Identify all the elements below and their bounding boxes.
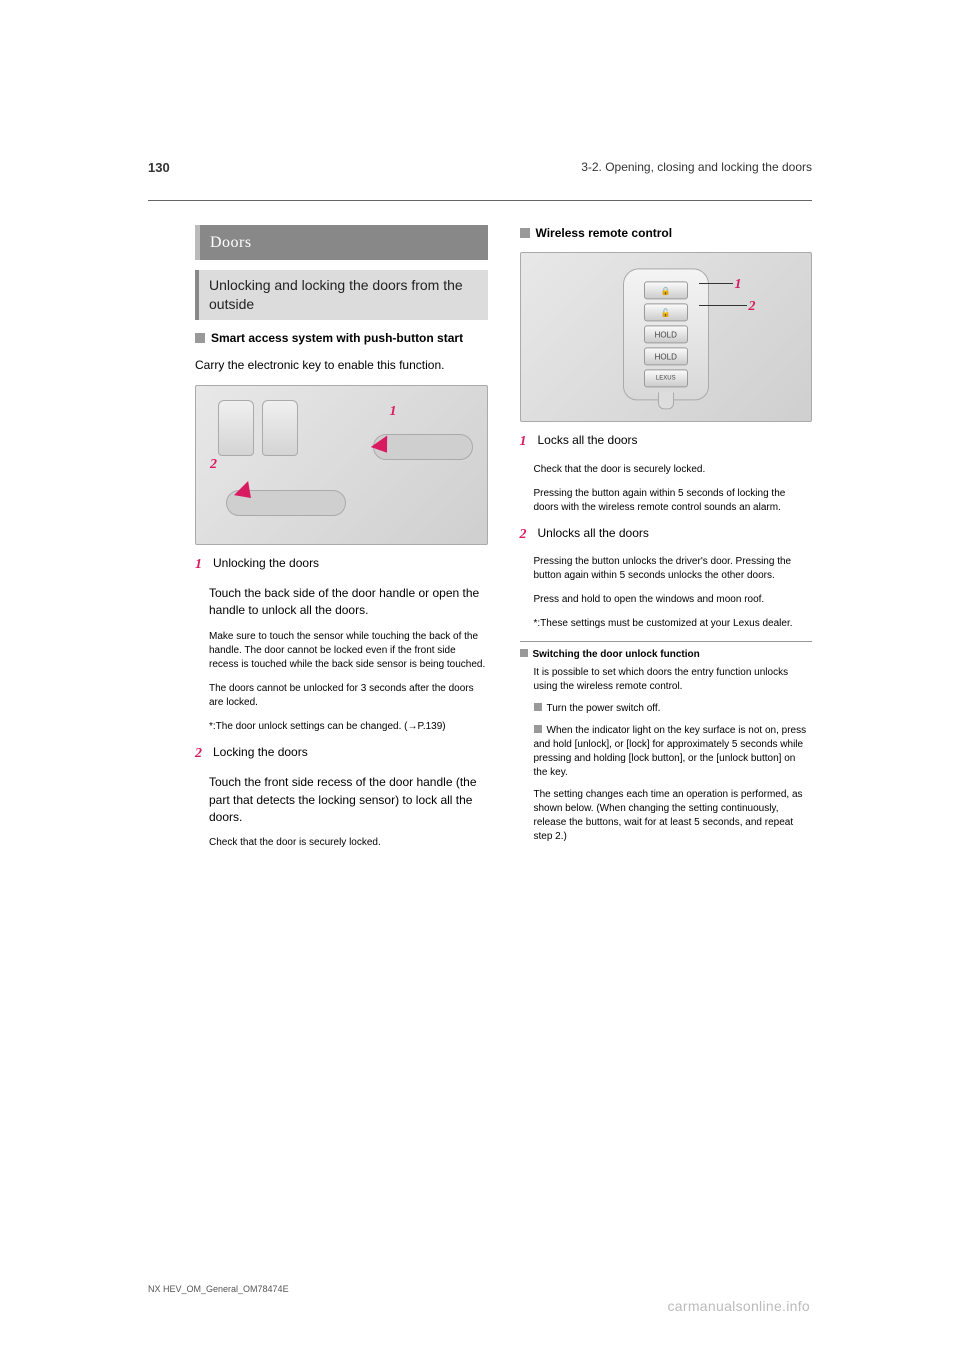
fob-lock-button-icon: 🔒: [644, 282, 688, 300]
fob-trunk-button-icon: HOLD: [644, 326, 688, 344]
square-bullet-sm-icon: [520, 649, 528, 657]
fob-item-unlock: 2 Unlocks all the doors: [520, 525, 813, 545]
page-number: 130: [148, 160, 170, 175]
chapter-label: 3-2. Opening, closing and locking the do…: [581, 160, 812, 174]
section-title-doors: Doors: [195, 225, 488, 260]
item2-body1: Touch the front side recess of the door …: [209, 774, 488, 826]
fob-logo-icon: LEXUS: [644, 370, 688, 388]
keycard-front-icon: [218, 400, 254, 456]
fob-panic-button-icon: HOLD: [644, 348, 688, 366]
fine4-body: The setting changes each time an operati…: [534, 788, 813, 844]
fob-callout-1: 1: [735, 275, 742, 295]
topic-wireless: Wireless remote control: [520, 225, 813, 242]
fob-item-lock-title: Locks all the doors: [538, 432, 813, 452]
item1-body1: Touch the back side of the door handle o…: [209, 585, 488, 620]
fob-num-2: 2: [520, 525, 538, 545]
btn1-body2: Pressing the button again within 5 secon…: [534, 487, 813, 515]
square-bullet-icon: [520, 228, 530, 238]
fine-step-2: When the indicator light on the key surf…: [534, 724, 813, 780]
footer-filename: NX HEV_OM_General_OM78474E: [148, 1284, 289, 1294]
subsection-unlocking: Unlocking and locking the doors from the…: [195, 270, 488, 320]
item-lock-doors: 2 Locking the doors: [195, 744, 488, 764]
keycard-back-icon: [262, 400, 298, 456]
fine-step-1: Turn the power switch off.: [534, 702, 813, 716]
item1-body3: The doors cannot be unlocked for 3 secon…: [209, 682, 488, 710]
key-fob-icon: 🔒 🔓 HOLD HOLD LEXUS: [623, 269, 709, 401]
callout-1: 1: [390, 402, 397, 422]
item-unlock-title: Unlocking the doors: [213, 555, 488, 575]
item2-body2: Check that the door is securely locked.: [209, 836, 488, 850]
callout-2: 2: [210, 455, 217, 475]
right-column: Wireless remote control 🔒 🔓 HOLD HOLD LE…: [520, 225, 813, 860]
figure-door-handle: 1 2: [195, 385, 488, 545]
item1-body2: Make sure to touch the sensor while touc…: [209, 630, 488, 672]
btn2-body2: Press and hold to open the windows and m…: [534, 593, 813, 607]
figure-key-fob: 🔒 🔓 HOLD HOLD LEXUS 1 2: [520, 252, 813, 422]
fine1-body: It is possible to set which doors the en…: [534, 666, 813, 694]
fob-item-unlock-title: Unlocks all the doors: [538, 525, 813, 545]
footer-watermark: carmanualsonline.info: [668, 1298, 811, 1314]
item-lock-title: Locking the doors: [213, 744, 488, 764]
num-1: 1: [195, 555, 213, 575]
lead-2: [699, 305, 747, 306]
btn2-body1: Pressing the button unlocks the driver's…: [534, 555, 813, 583]
item-unlock-doors: 1 Unlocking the doors: [195, 555, 488, 575]
header-rule: [148, 200, 812, 201]
btn2-note: *:These settings must be customized at y…: [534, 617, 813, 631]
fine-head-switching: Switching the door unlock function: [520, 648, 813, 663]
item1-note: *:The door unlock settings can be change…: [209, 720, 488, 734]
fob-unlock-button-icon: 🔓: [644, 304, 688, 322]
smart-access-desc: Carry the electronic key to enable this …: [195, 357, 488, 374]
btn1-body1: Check that the door is securely locked.: [534, 463, 813, 477]
step-1-icon: [534, 703, 542, 711]
fob-item-lock: 1 Locks all the doors: [520, 432, 813, 452]
square-bullet-icon: [195, 333, 205, 343]
left-column: Doors Unlocking and locking the doors fr…: [195, 225, 488, 860]
lead-1: [699, 283, 733, 284]
num-2: 2: [195, 744, 213, 764]
fob-callout-2: 2: [749, 297, 756, 317]
fob-num-1: 1: [520, 432, 538, 452]
fineprint-box: Switching the door unlock function It is…: [520, 641, 813, 845]
topic-smart-access: Smart access system with push-button sta…: [195, 330, 488, 347]
step-2-icon: [534, 725, 542, 733]
